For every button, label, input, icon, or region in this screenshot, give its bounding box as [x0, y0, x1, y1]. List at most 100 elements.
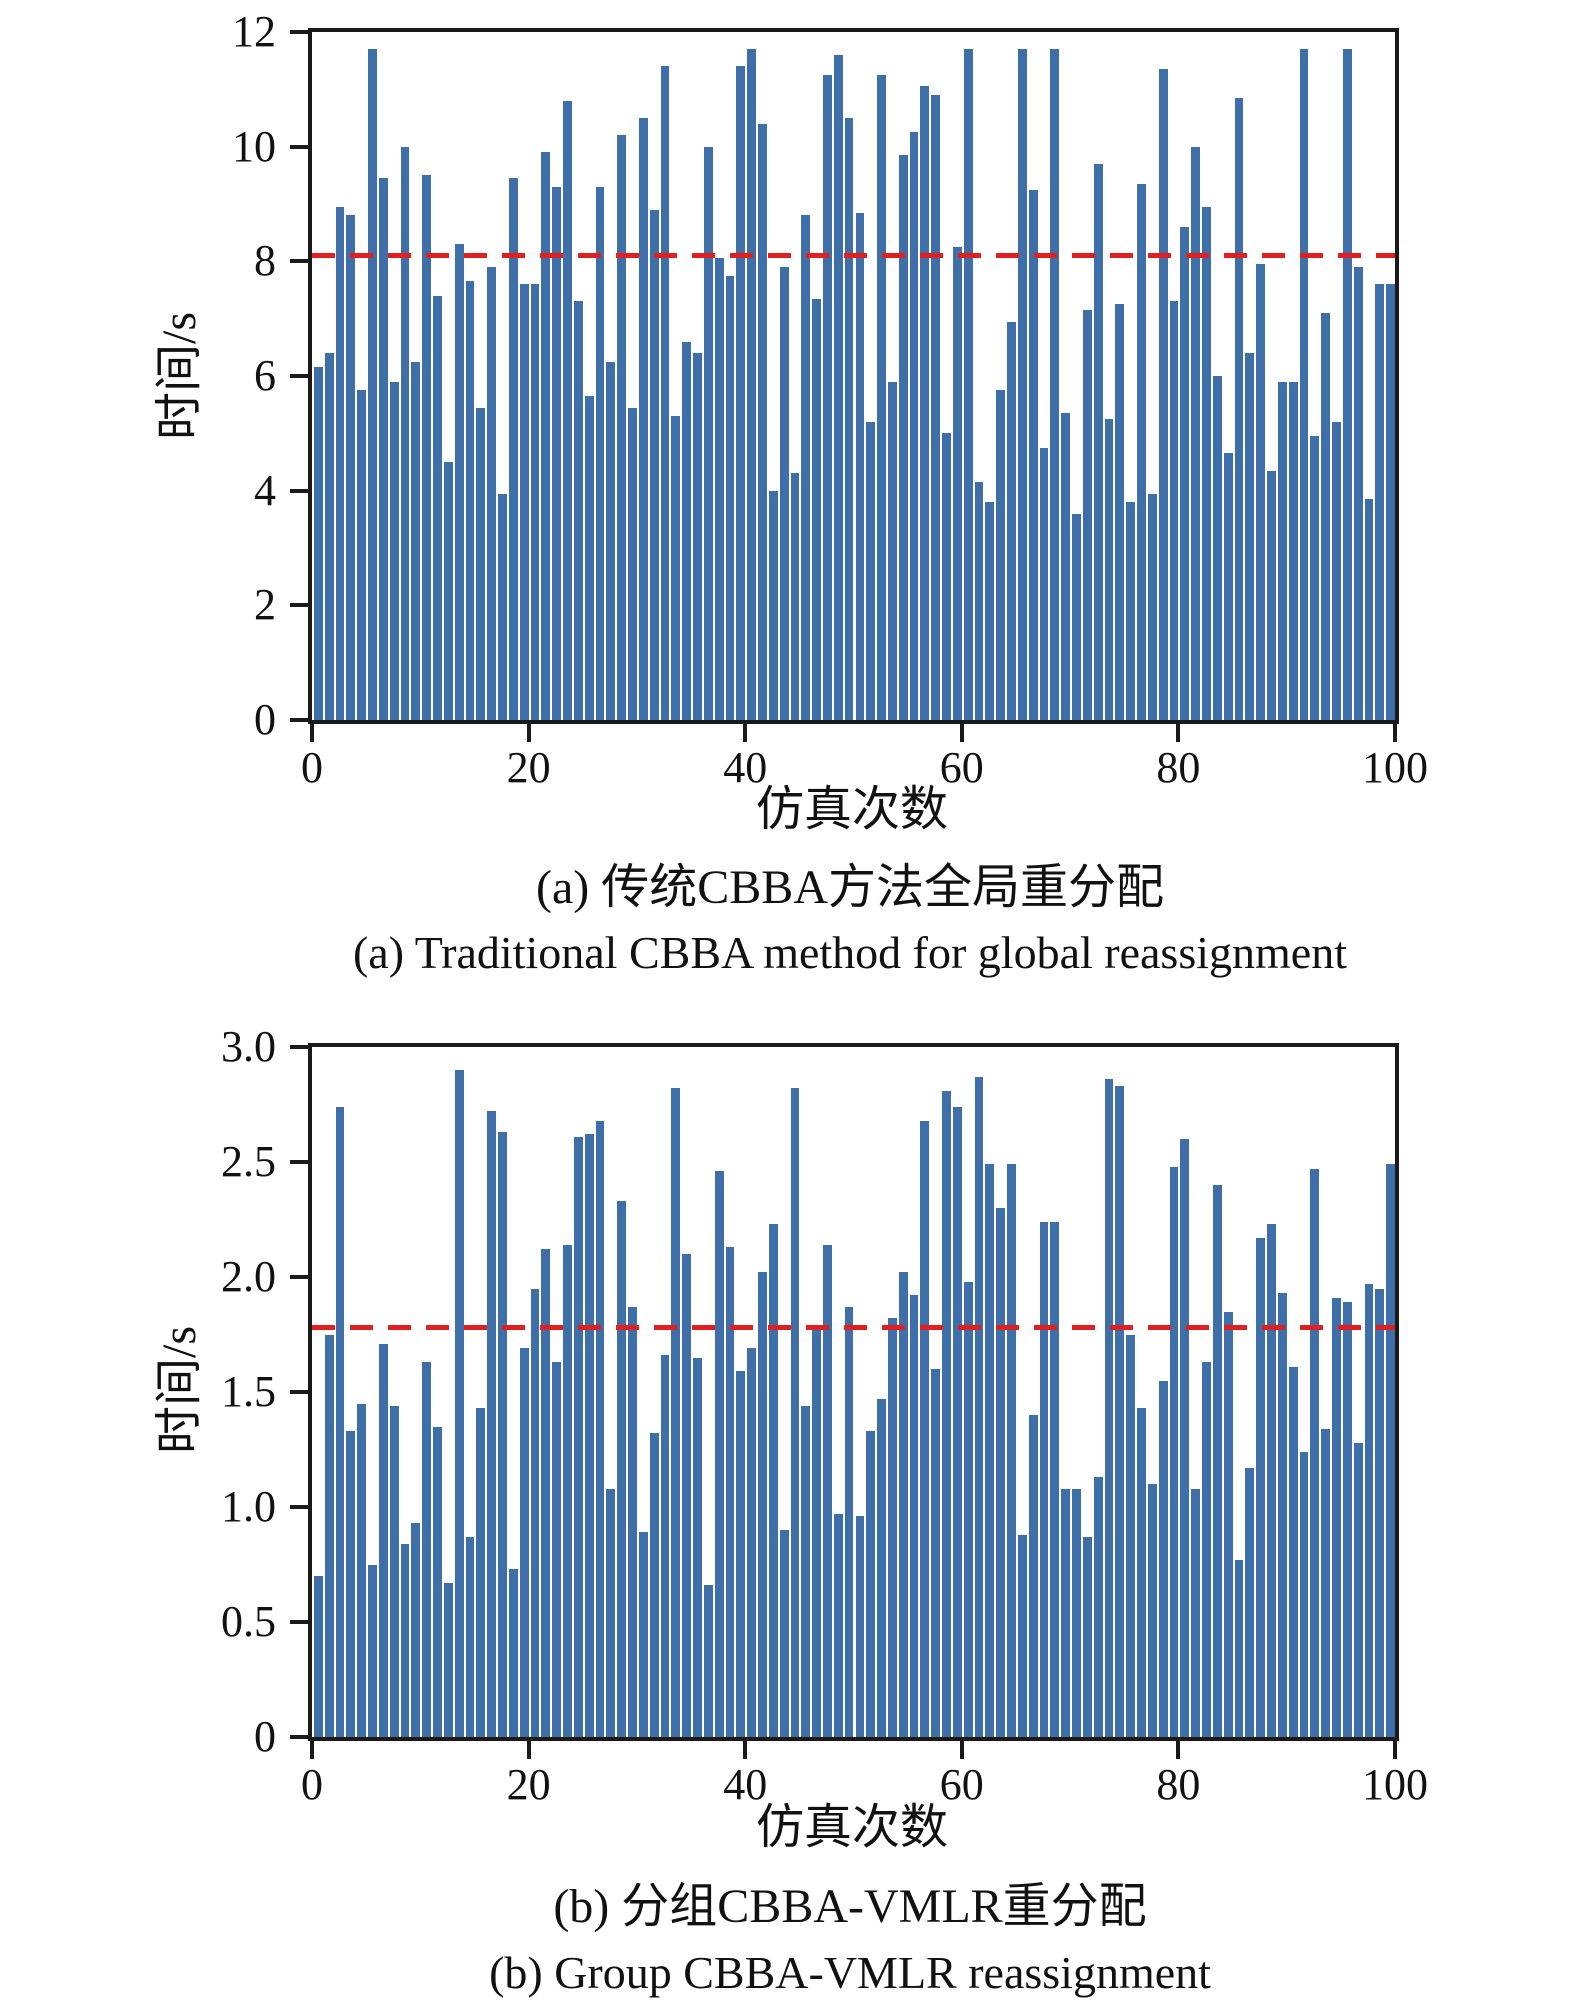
bar [443, 1582, 453, 1737]
bar [1039, 447, 1049, 720]
bar [584, 1134, 594, 1737]
y-tick-mark [290, 1390, 308, 1394]
x-tick-mark [310, 724, 314, 742]
bar [1093, 163, 1103, 720]
bar [573, 301, 583, 720]
y-tick-label: 1.0 [221, 1482, 276, 1531]
x-tick-mark [1176, 724, 1181, 742]
bar [779, 1530, 789, 1737]
bar [1321, 1428, 1331, 1737]
bar [465, 281, 475, 720]
bar [974, 1076, 984, 1737]
bar [584, 396, 594, 720]
bar [963, 49, 973, 720]
chart-b-xlabel: 仿真次数 [755, 1801, 948, 1854]
y-tick-mark [290, 1275, 308, 1279]
bar [433, 1426, 442, 1737]
bar [779, 267, 789, 720]
y-tick-label: 6 [254, 351, 276, 400]
bar [1039, 1221, 1049, 1737]
bar [606, 361, 616, 720]
bar [1007, 321, 1016, 720]
bar [693, 1357, 702, 1737]
y-tick-label: 0 [254, 695, 276, 744]
bar [1072, 1488, 1081, 1737]
bar [1028, 1415, 1038, 1737]
bar [844, 118, 854, 720]
bar [1212, 376, 1222, 720]
bar [855, 212, 865, 720]
y-tick-mark [290, 1160, 308, 1164]
bar [1375, 1288, 1385, 1737]
bar [682, 341, 692, 720]
bar [671, 1088, 681, 1737]
bar [1256, 264, 1266, 720]
bar [801, 215, 811, 720]
bar [877, 1398, 886, 1737]
bar [1104, 1079, 1114, 1737]
bar [563, 1244, 572, 1737]
bar [1050, 1221, 1060, 1737]
bar [703, 146, 713, 720]
x-tick-label: 80 [1156, 1760, 1201, 1809]
bar [1299, 1451, 1309, 1737]
bar [1256, 1237, 1266, 1737]
bar [693, 353, 702, 720]
x-tick-mark [743, 1741, 748, 1759]
bar [346, 215, 356, 720]
bar [887, 1318, 897, 1737]
x-tick-label: 40 [723, 1760, 768, 1809]
x-tick-label: 0 [301, 1760, 323, 1809]
bar [714, 258, 724, 720]
bar [1223, 453, 1233, 720]
bar [368, 1564, 377, 1737]
bar [357, 1403, 367, 1737]
bar [552, 1362, 562, 1737]
bar [617, 135, 627, 720]
bar [974, 482, 984, 720]
bar [378, 178, 388, 720]
y-tick-mark [290, 603, 308, 608]
bar [324, 353, 334, 720]
bar [476, 1408, 486, 1737]
bar [638, 1532, 648, 1737]
y-tick-label: 2.5 [221, 1137, 276, 1186]
y-tick-mark [290, 488, 308, 493]
bar [844, 1306, 854, 1737]
bar [487, 1111, 497, 1737]
bar [1288, 381, 1298, 720]
bar [996, 1208, 1006, 1737]
y-tick-label: 2.0 [221, 1252, 276, 1301]
bar [530, 1288, 540, 1737]
y-tick-mark [290, 1735, 308, 1739]
bar [1310, 1168, 1320, 1737]
bar [1364, 499, 1374, 720]
bar [519, 284, 529, 720]
bar [1082, 310, 1092, 720]
bar [996, 390, 1006, 720]
x-tick-label: 60 [939, 1760, 984, 1809]
y-tick-label: 8 [254, 236, 276, 286]
y-tick-mark [290, 718, 308, 722]
bar [1332, 421, 1341, 720]
bar [1147, 493, 1157, 720]
bar [563, 100, 572, 720]
bar [812, 298, 821, 720]
bar [443, 462, 453, 720]
bar [1017, 49, 1027, 720]
chart-b-caption-en: (b) Group CBBA-VMLR reassignment [489, 1947, 1211, 1998]
bar [552, 186, 562, 720]
bar [1277, 1293, 1287, 1737]
bar [1386, 284, 1395, 720]
bar [952, 1106, 962, 1737]
bar [703, 1585, 713, 1737]
bar [411, 361, 421, 720]
bar [346, 1431, 356, 1737]
bar [1061, 413, 1071, 720]
x-tick-label: 40 [723, 743, 768, 792]
bar [747, 1348, 757, 1737]
bar [519, 1348, 529, 1737]
bar [378, 1343, 388, 1737]
bar [1126, 502, 1136, 720]
bar [1115, 304, 1125, 720]
